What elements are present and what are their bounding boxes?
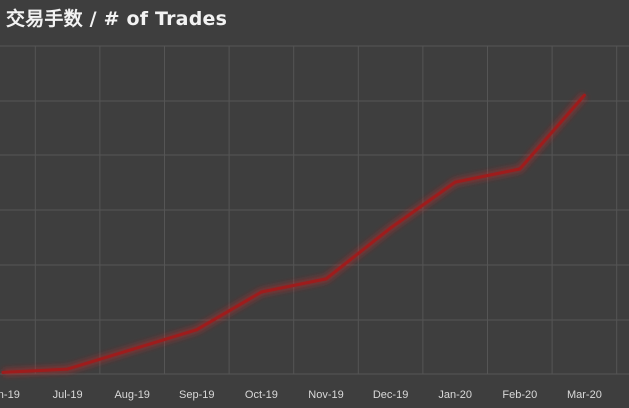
data-point <box>195 328 199 332</box>
data-point <box>1 370 5 374</box>
x-tick-label: Sep-19 <box>179 389 214 401</box>
x-tick-label: Mar-20 <box>567 389 602 401</box>
series-group <box>1 92 588 376</box>
x-tick-label: Jun-19 <box>0 389 20 401</box>
x-tick-label: Aug-19 <box>114 389 149 401</box>
grid-lines <box>0 45 629 375</box>
data-point <box>130 347 134 351</box>
data-point <box>259 290 263 294</box>
data-point <box>324 277 328 281</box>
x-tick-label: Nov-19 <box>308 389 343 401</box>
data-point <box>389 226 393 230</box>
chart-title: 交易手数 / # of Trades <box>6 8 228 30</box>
x-tick-label: Jan-20 <box>438 389 472 401</box>
data-point <box>453 180 457 184</box>
series-line <box>1 93 586 374</box>
x-tick-label: Feb-20 <box>502 389 537 401</box>
data-point <box>66 367 70 371</box>
x-tick-label: Oct-19 <box>245 389 278 401</box>
x-tick-label: Dec-19 <box>373 389 408 401</box>
data-point <box>582 93 586 97</box>
data-point <box>518 167 522 171</box>
x-axis-tick-labels: Jun-19 Jul-19 Aug-19 Sep-19 Oct-19 Nov-19 Dec-… <box>0 389 602 401</box>
x-tick-label: Jul-19 <box>53 389 83 401</box>
